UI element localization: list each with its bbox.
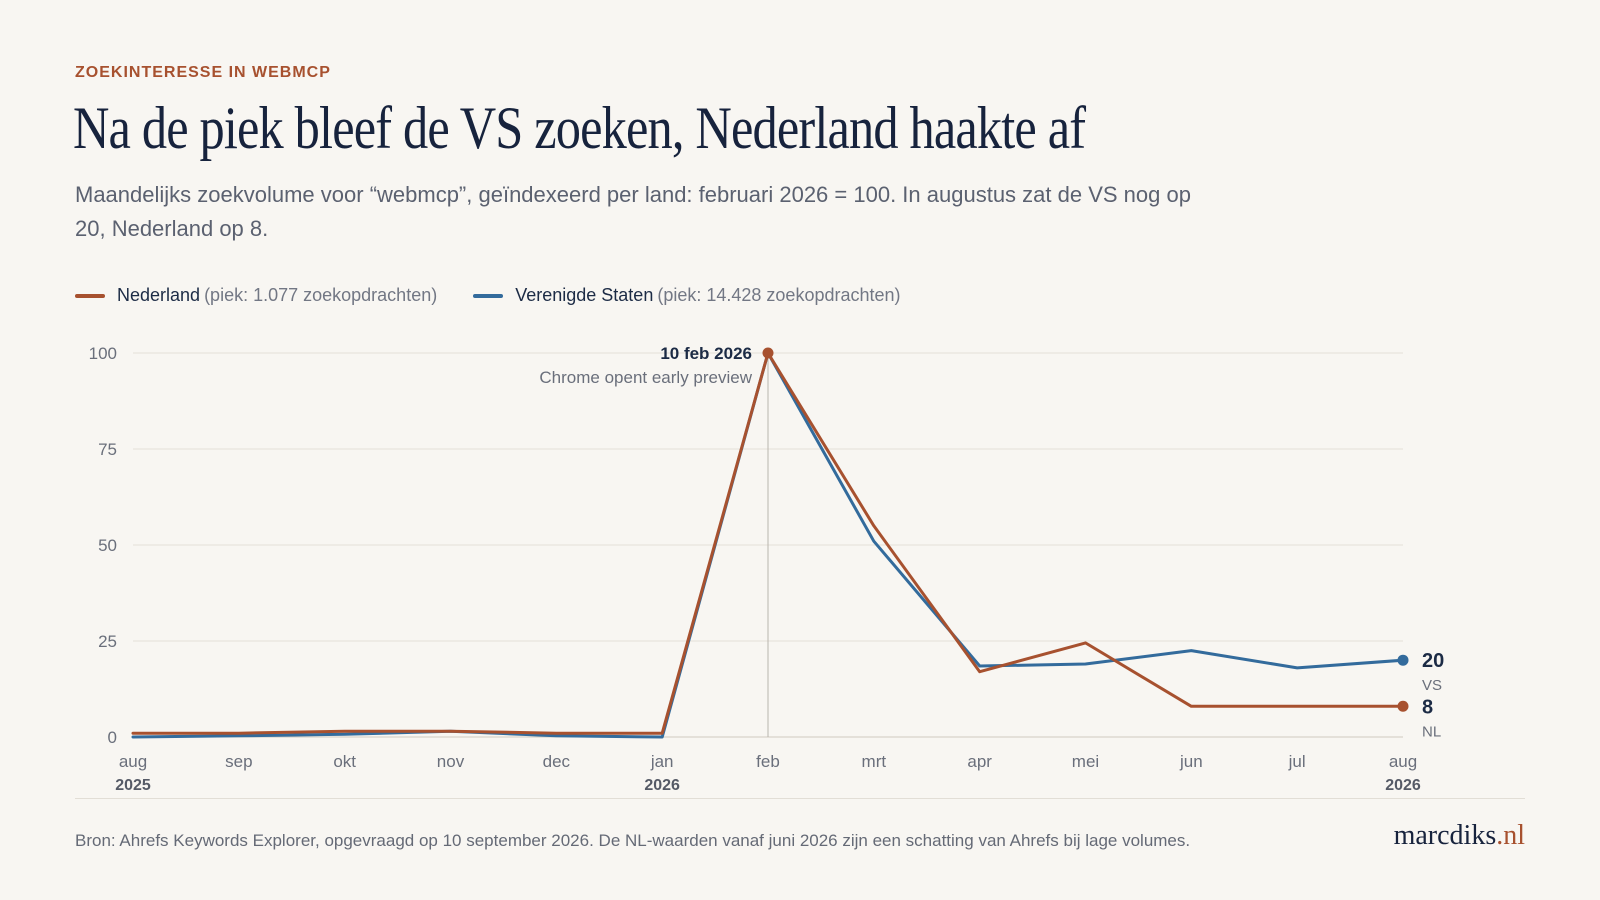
brand-main: marcdiks bbox=[1393, 820, 1497, 851]
chart-title: Na de piek bleef de VS zoeken, Nederland… bbox=[73, 95, 1086, 161]
annotation-title: 10 feb 2026 bbox=[660, 344, 752, 363]
legend-item-nederland: Nederland (piek: 1.077 zoekopdrachten) bbox=[75, 285, 437, 306]
legend-label-verenigde-staten: Verenigde Staten bbox=[515, 285, 654, 305]
y-tick-label: 25 bbox=[98, 632, 117, 651]
x-tick-label: nov bbox=[437, 752, 465, 771]
peak-marker bbox=[762, 347, 774, 359]
y-tick-label: 100 bbox=[89, 344, 117, 363]
end-series-label-vs: VS bbox=[1422, 677, 1442, 694]
brand-tld: .nl bbox=[1496, 820, 1525, 851]
x-tick-year: 2026 bbox=[1385, 777, 1421, 794]
end-marker-vs bbox=[1397, 654, 1409, 666]
x-tick-label: sep bbox=[225, 752, 252, 771]
legend-item-verenigde-staten: Verenigde Staten (piek: 14.428 zoekopdra… bbox=[473, 285, 901, 306]
x-tick-label: feb bbox=[756, 752, 780, 771]
brand-logo[interactable]: marcdiks.nl bbox=[1394, 820, 1525, 852]
legend-note-verenigde-staten: (piek: 14.428 zoekopdrachten) bbox=[657, 285, 901, 305]
axis-rule bbox=[75, 798, 1525, 799]
x-tick-year: 2025 bbox=[115, 777, 151, 794]
x-tick-label: aug bbox=[119, 752, 147, 771]
x-tick-label: apr bbox=[967, 752, 992, 771]
x-tick-label: okt bbox=[333, 752, 356, 771]
legend-swatch-verenigde-staten bbox=[473, 293, 504, 298]
legend-note-nederland: (piek: 1.077 zoekopdrachten) bbox=[204, 285, 438, 305]
x-tick-label: mei bbox=[1072, 752, 1099, 771]
x-tick-year: 2026 bbox=[644, 777, 680, 794]
legend-swatch-nederland bbox=[75, 293, 105, 298]
x-tick-label: dec bbox=[543, 752, 571, 771]
end-series-label-nl: NL bbox=[1422, 723, 1441, 740]
legend: Nederland (piek: 1.077 zoekopdrachten) V… bbox=[75, 285, 901, 306]
annotation-text: Chrome opent early preview bbox=[539, 368, 752, 387]
end-marker-nl bbox=[1397, 700, 1409, 712]
legend-label-nederland: Nederland bbox=[117, 285, 201, 305]
y-tick-label: 50 bbox=[98, 536, 117, 555]
x-tick-label: jul bbox=[1288, 752, 1306, 771]
end-value-nl: 8 bbox=[1422, 696, 1433, 718]
chart-kicker: ZOEKINTERESSE IN WEBMCP bbox=[75, 64, 331, 81]
y-tick-label: 75 bbox=[98, 440, 117, 459]
y-tick-label: 0 bbox=[108, 728, 117, 747]
x-tick-label: aug bbox=[1389, 752, 1417, 771]
x-tick-label: mrt bbox=[862, 752, 887, 771]
end-value-vs: 20 bbox=[1422, 650, 1444, 672]
x-tick-label: jun bbox=[1179, 752, 1203, 771]
x-tick-label: jan bbox=[650, 752, 674, 771]
source-note: Bron: Ahrefs Keywords Explorer, opgevraa… bbox=[75, 831, 1191, 850]
chart-subtitle: Maandelijks zoekvolume voor “webmcp”, ge… bbox=[75, 182, 1191, 241]
